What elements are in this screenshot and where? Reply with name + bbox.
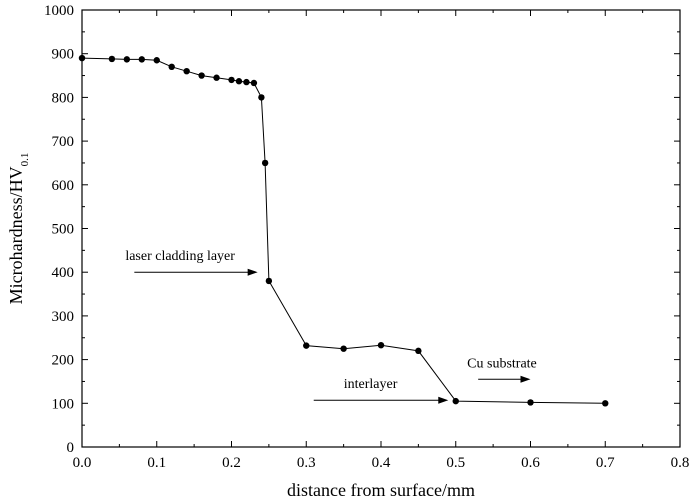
- data-point: [303, 342, 310, 349]
- y-axis-title-main: Microhardness/HV: [6, 166, 26, 304]
- data-point: [250, 79, 258, 87]
- annotation-arrowhead: [520, 375, 531, 383]
- data-point: [452, 397, 459, 405]
- annotations: laser cladding layer interlayer Cu substra…: [125, 249, 537, 404]
- data-point: [602, 400, 609, 407]
- y-tick-label: 1000: [44, 3, 74, 19]
- data-point: [261, 159, 269, 167]
- y-tick-label: 300: [52, 309, 75, 325]
- data-point: [243, 78, 250, 86]
- x-tick-label: 0.0: [73, 455, 92, 471]
- x-ticks: 0.0 0.1 0.2 0.3 0.4 0.5 0.6 0.7 0.8: [73, 10, 690, 471]
- annotation-label: laser cladding layer: [125, 249, 235, 264]
- annotation-label: interlayer: [344, 377, 398, 392]
- y-tick-label: 0: [67, 440, 75, 456]
- x-tick-label: 0.7: [596, 455, 615, 471]
- data-point: [527, 399, 534, 406]
- data-point: [138, 56, 145, 63]
- annotation-label: Cu substrate: [467, 356, 537, 371]
- data-point: [228, 76, 235, 84]
- data-point: [235, 78, 243, 85]
- x-tick-label: 0.3: [297, 455, 316, 471]
- y-ticks: 0 100 200 300 400 500 600 700 800 900 1000: [44, 3, 680, 456]
- data-point: [78, 54, 86, 62]
- data-point: [168, 63, 175, 71]
- y-tick-label: 400: [52, 265, 75, 281]
- y-tick-label: 800: [52, 90, 75, 106]
- data-point: [183, 67, 190, 75]
- data-point: [213, 74, 220, 81]
- series: [78, 54, 609, 407]
- x-tick-label: 0.5: [446, 455, 465, 471]
- data-point: [415, 347, 422, 355]
- annotation-arrowhead: [438, 396, 449, 404]
- x-tick-label: 0.6: [521, 455, 540, 471]
- x-axis-title: distance from surface/mm: [287, 480, 475, 500]
- data-point: [153, 57, 160, 64]
- y-tick-label: 600: [52, 178, 75, 194]
- y-tick-label: 700: [52, 134, 75, 150]
- data-point: [123, 56, 131, 63]
- x-tick-label: 0.1: [147, 455, 166, 471]
- annotation-arrowhead: [247, 268, 258, 276]
- y-axis-title-subscript: 0.1: [19, 153, 31, 167]
- data-point: [340, 345, 347, 352]
- data-point: [198, 72, 205, 79]
- x-tick-label: 0.2: [222, 455, 241, 471]
- x-tick-label: 0.4: [372, 455, 391, 471]
- y-tick-label: 200: [52, 353, 75, 369]
- y-tick-label: 500: [52, 222, 75, 238]
- data-point: [108, 55, 116, 63]
- y-tick-label: 900: [52, 47, 75, 63]
- data-point: [377, 341, 385, 349]
- x-tick-label: 0.8: [671, 455, 690, 471]
- data-point: [265, 277, 273, 285]
- y-tick-label: 100: [52, 396, 75, 412]
- y-axis-title: Microhardness/HV0.1: [6, 153, 31, 305]
- data-point: [258, 94, 265, 101]
